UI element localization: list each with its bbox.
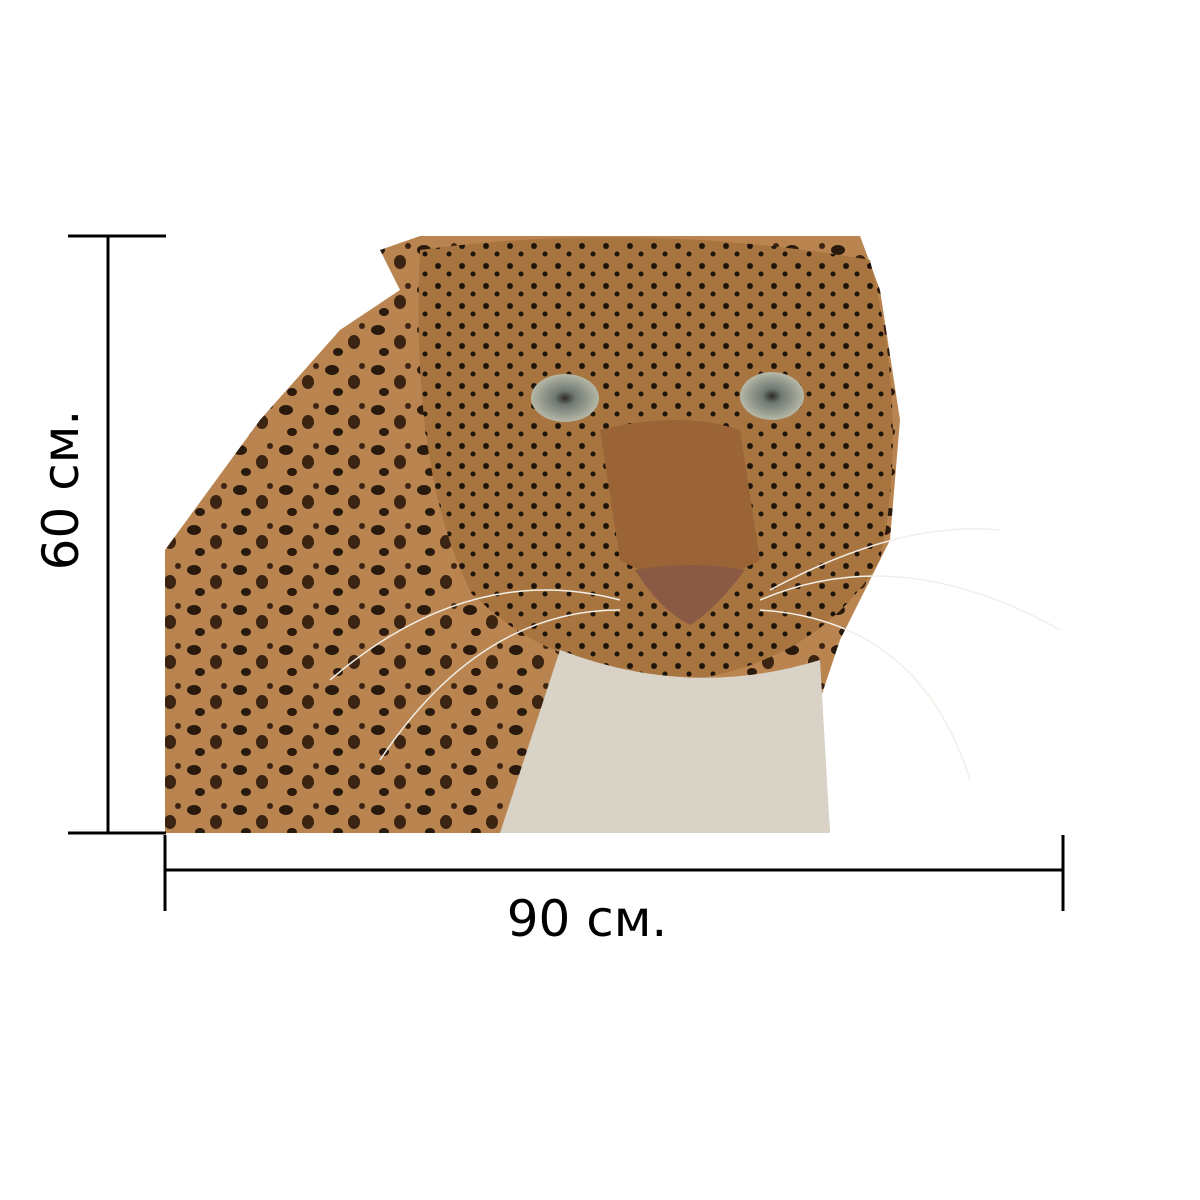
leopard-photo	[165, 236, 1061, 833]
width-label: 90 см.	[507, 890, 668, 948]
height-label: 60 см.	[32, 410, 90, 571]
